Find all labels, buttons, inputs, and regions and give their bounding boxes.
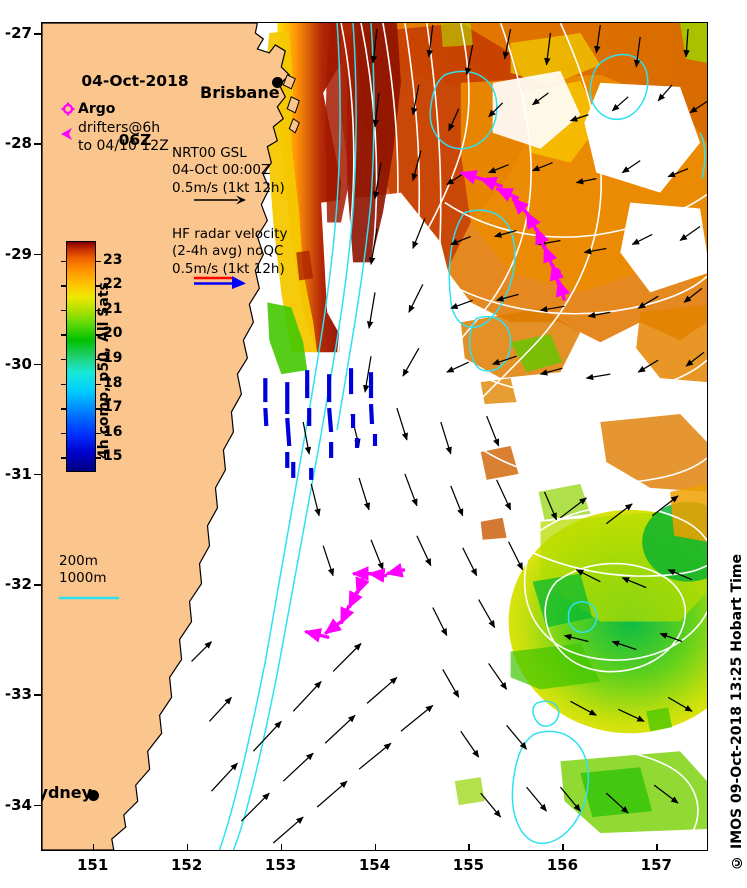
y-axis-tick-label: -27: [4, 24, 32, 43]
title-date: 04-Oct-2018: [81, 71, 189, 90]
colorbar-tick: [61, 334, 66, 336]
colorbar-tick-label: 15: [103, 448, 123, 465]
y-axis-tick: [34, 143, 41, 145]
gsl-legend-text: NRT00 GSL 04-Oct 00:00Z 0.5m/s (1kt 12h): [172, 145, 285, 196]
colorbar-tick: [61, 260, 66, 263]
x-axis-tick: [280, 844, 283, 851]
y-axis-tick: [34, 804, 41, 807]
y-axis-tick-label: -31: [4, 464, 32, 483]
city-label-brisbane: Brisbane: [200, 83, 280, 102]
colorbar-tick: [96, 334, 101, 336]
city-label-sydney: Sydney: [42, 783, 93, 802]
colorbar-tick-label: 17: [103, 399, 123, 416]
x-axis-tick-label: 151: [77, 856, 109, 874]
colorbar-tick: [96, 383, 101, 386]
colorbar-tick: [96, 260, 101, 263]
y-axis-tick: [34, 253, 41, 255]
x-axis-tick: [374, 844, 376, 851]
copyright-credit: © IMOS 09-Oct-2018 13:25 Hobart Time: [729, 554, 745, 870]
colorbar-tick: [61, 358, 66, 361]
y-axis-tick-label: -30: [4, 354, 32, 373]
y-axis-tick-label: -29: [4, 244, 32, 263]
colorbar-tick: [61, 432, 66, 435]
argo-float-icon: [61, 102, 75, 116]
city-dot-brisbane: [272, 77, 283, 88]
argo-float-position: [551, 267, 561, 277]
y-axis-tick: [34, 363, 41, 366]
gsl-scale-arrow-icon: [194, 195, 246, 205]
colorbar-tick: [96, 457, 101, 459]
x-axis-tick: [468, 844, 470, 851]
colorbar-title: 4h comp, p50, All Sats: [96, 282, 112, 459]
x-axis-tick-label: 156: [546, 856, 579, 874]
x-axis-tick: [656, 844, 658, 851]
colorbar-tick: [61, 408, 66, 410]
city-dot-sydney: [88, 790, 99, 801]
colorbar-tick-label: 18: [103, 374, 123, 391]
gsl-velocity-arrows: [191, 24, 707, 844]
hf-radar-legend-text: HF radar velocity (2-4h avg) noQC 0.5m/s…: [172, 226, 288, 277]
x-axis-tick-label: 152: [170, 856, 203, 874]
y-axis-tick: [34, 33, 41, 35]
y-axis-tick-label: -33: [4, 685, 32, 704]
colorbar-tick-label: 21: [103, 300, 123, 317]
map-plot-area: Brisbane Sydney 04-Oct-2018 06Z Argo dri…: [41, 22, 708, 851]
y-axis-tick-label: -32: [4, 575, 32, 594]
x-axis-tick: [92, 844, 95, 851]
y-axis-tick: [34, 694, 41, 696]
drifter-arrow-icon: [61, 128, 72, 140]
colorbar-tick: [96, 408, 101, 410]
colorbar-tick: [61, 309, 66, 312]
drifter-legend-label: drifters@6h to 04/10 12Z: [78, 120, 169, 154]
drifter-tracks: [303, 170, 571, 643]
y-axis-tick-label: -28: [4, 134, 32, 153]
colorbar-tick-label: 23: [103, 251, 123, 268]
x-axis-tick-label: 155: [452, 856, 485, 874]
title-time: 06Z: [118, 131, 152, 150]
colorbar-tick-label: 20: [103, 325, 123, 342]
map-canvas: [42, 23, 707, 850]
x-axis-tick-label: 153: [264, 856, 297, 874]
y-axis-tick: [34, 584, 41, 586]
colorbar-tick: [96, 309, 101, 312]
y-axis-tick: [34, 473, 41, 476]
colorbar-tick-label: 19: [103, 349, 123, 366]
hf-radar-vectors: [263, 368, 378, 480]
colorbar-tick: [61, 383, 66, 386]
x-axis-tick: [186, 844, 189, 851]
x-axis-tick: [562, 844, 564, 851]
figure-title-block: 04-Oct-2018 06Z: [70, 32, 200, 191]
argo-legend-label: Argo: [78, 101, 116, 117]
colorbar-tick: [61, 285, 66, 287]
bathymetry-legend-text: 200m 1000m: [59, 553, 107, 587]
sst-colorbar: 23 22 21 20 19 18 17 16 15: [61, 241, 122, 472]
colorbar-tick-label: 22: [103, 276, 123, 293]
y-axis-tick-label: -34: [4, 795, 32, 814]
colorbar-tick: [96, 358, 101, 361]
colorbar-tick: [96, 285, 101, 287]
colorbar-tick-label: 16: [103, 423, 123, 440]
hf-radar-scale-arrow-icon: [194, 276, 246, 289]
x-axis-tick-label: 154: [358, 856, 391, 874]
colorbar-tick: [96, 432, 101, 435]
x-axis-tick-label: 157: [640, 856, 672, 874]
bathymetry-legend-line-icon: [59, 596, 119, 600]
colorbar-gradient: [66, 241, 96, 472]
colorbar-tick: [61, 457, 66, 459]
